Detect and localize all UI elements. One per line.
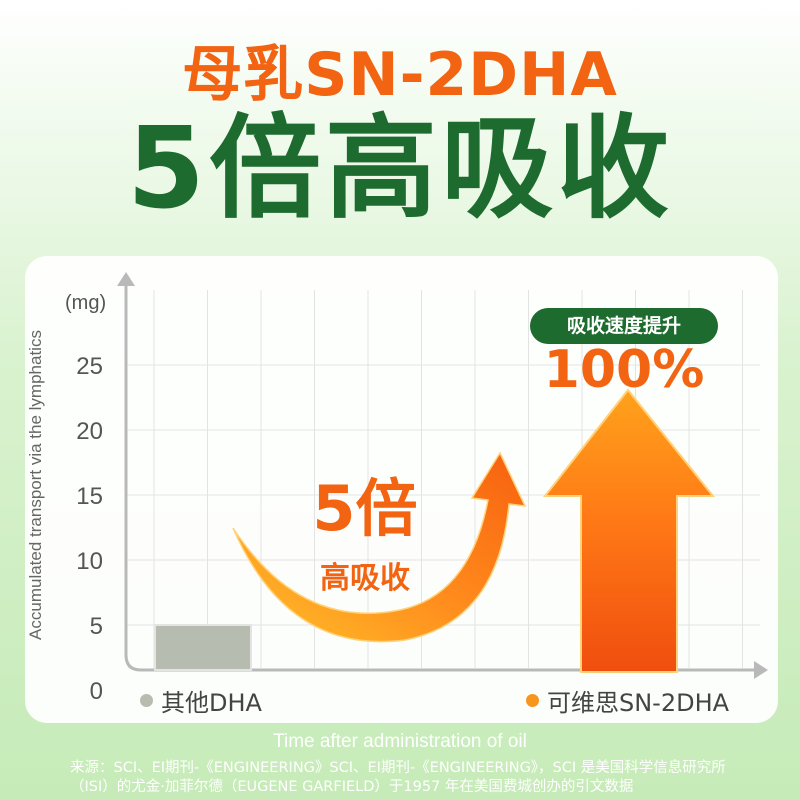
y-tick-label: 25 <box>76 353 103 380</box>
speed-tag: 吸收速度提升 <box>530 308 718 344</box>
legend-label-sn2dha: 可维思SN-2DHA <box>547 689 730 717</box>
big-up-arrow <box>542 388 716 673</box>
axis-line <box>124 282 758 672</box>
speed-value: 100% <box>543 340 705 400</box>
y-tick-label: 5 <box>90 613 103 640</box>
y-tick-label: 10 <box>76 548 103 575</box>
legend-label-other: 其他DHA <box>161 689 262 717</box>
y-tick-label: 0 <box>90 678 103 705</box>
page-title: 5倍高吸收 <box>127 104 673 234</box>
x-axis-arrow <box>754 661 768 679</box>
y-axis-arrow <box>117 272 135 286</box>
y-tick-label: 20 <box>76 418 103 445</box>
source-note: 来源：SCI、EI期刊-《ENGINEERING》SCI、EI期刊-《ENGIN… <box>70 760 726 795</box>
legend-item-sn2dha: 可维思SN-2DHA <box>526 683 729 718</box>
curved-arrow <box>232 451 527 643</box>
bar-other-dha <box>154 624 252 671</box>
multiplier-sub-label: 高吸收 <box>320 561 410 596</box>
headline: 母乳SN-2DHA <box>182 40 618 110</box>
legend-dot-gray <box>140 694 153 707</box>
legend-item-other: 其他DHA <box>140 683 262 718</box>
legend-dot-orange <box>526 694 539 707</box>
x-axis-title: Time after administration of oil <box>273 731 527 752</box>
multiplier-label: 5倍 <box>312 472 418 545</box>
y-unit-label: (mg) <box>65 292 106 314</box>
y-tick-label: 15 <box>76 483 103 510</box>
